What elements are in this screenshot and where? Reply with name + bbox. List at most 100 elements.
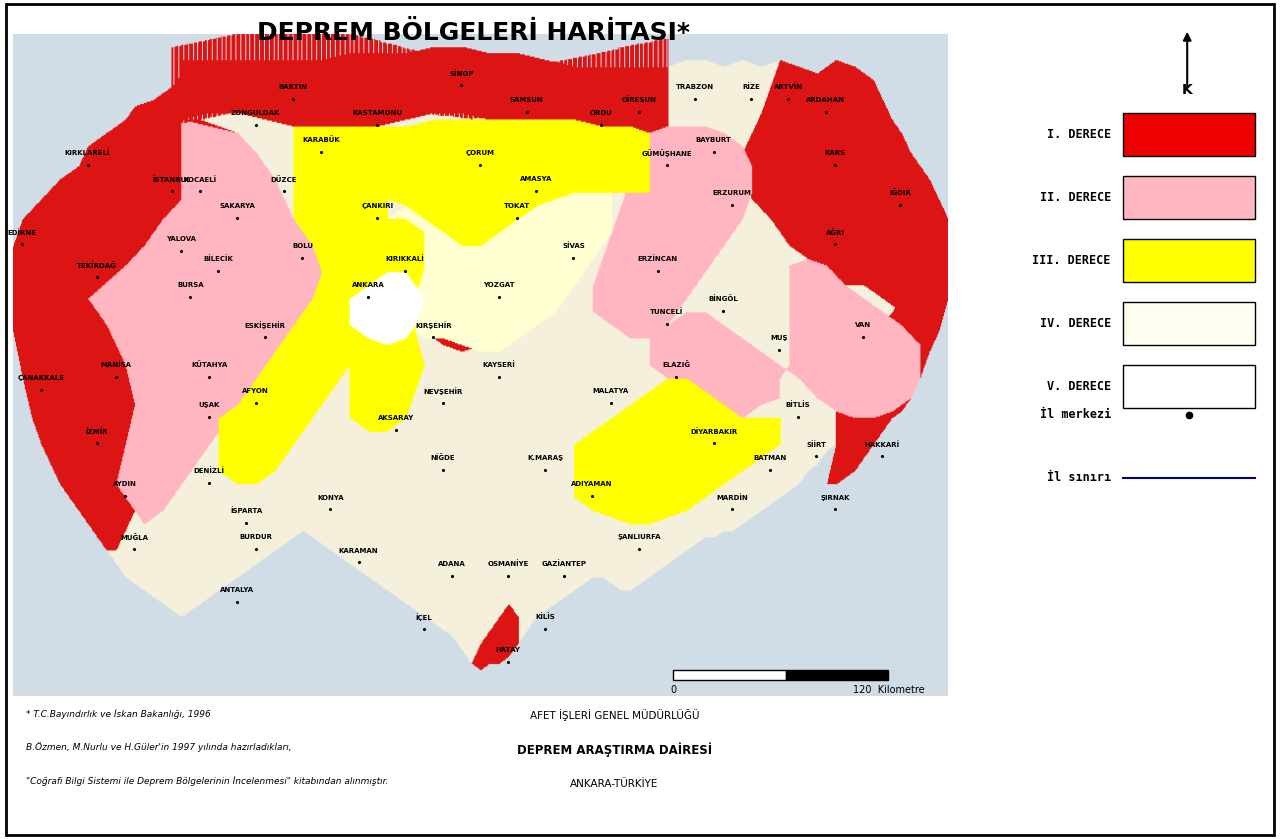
Text: EDİRNE: EDİRNE: [8, 229, 37, 236]
Text: YALOVA: YALOVA: [166, 236, 196, 242]
Text: KÜTAHYA: KÜTAHYA: [191, 362, 227, 368]
Text: 120  Kilometre: 120 Kilometre: [852, 685, 924, 696]
Bar: [1123, 176, 1256, 219]
Text: GİRESUN: GİRESUN: [621, 96, 657, 103]
Text: BİNGÖL: BİNGÖL: [708, 295, 737, 302]
Text: HATAY: HATAY: [495, 647, 521, 653]
Bar: [1123, 302, 1256, 345]
Text: DEPREM BÖLGELERİ HARİTASI*: DEPREM BÖLGELERİ HARİTASI*: [257, 21, 690, 45]
Text: SAKARYA: SAKARYA: [219, 203, 255, 209]
Text: ARDAHAN: ARDAHAN: [806, 96, 845, 103]
Bar: [786, 670, 888, 680]
Text: VAN: VAN: [855, 322, 872, 328]
Bar: [1123, 365, 1256, 408]
Text: KARABÜK: KARABÜK: [302, 136, 340, 143]
Text: MUĞLA: MUĞLA: [120, 534, 148, 541]
Text: DÜZCE: DÜZCE: [270, 176, 297, 183]
Text: AĞRI: AĞRI: [826, 229, 845, 236]
Text: TUNCELİ: TUNCELİ: [650, 309, 684, 315]
Text: KIRIKKALİ: KIRIKKALİ: [385, 255, 425, 263]
Text: ANKARA: ANKARA: [352, 283, 384, 289]
Text: III. DERECE: III. DERECE: [1033, 254, 1111, 267]
Text: ZONGULDAK: ZONGULDAK: [232, 110, 280, 116]
Text: İÇEL: İÇEL: [416, 612, 433, 621]
Text: 0: 0: [671, 685, 676, 696]
Text: NEVŞEHİR: NEVŞEHİR: [422, 388, 462, 395]
Text: GAZİANTEP: GAZİANTEP: [541, 560, 586, 567]
Text: ANKARA-TÜRKİYE: ANKARA-TÜRKİYE: [570, 779, 659, 789]
Text: ESKİŞEHİR: ESKİŞEHİR: [244, 321, 285, 329]
Text: KIRKLARELİ: KIRKLARELİ: [65, 149, 110, 156]
Text: TEKİRDAĞ: TEKİRDAĞ: [77, 262, 116, 269]
Text: İl sınırı: İl sınırı: [1047, 472, 1111, 484]
Text: İl merkezi: İl merkezi: [1039, 409, 1111, 421]
Text: SAMSUN: SAMSUN: [509, 96, 544, 103]
Text: BATMAN: BATMAN: [753, 455, 786, 461]
Text: BURDUR: BURDUR: [239, 534, 273, 540]
Text: IĞDIR: IĞDIR: [890, 189, 911, 196]
Text: K: K: [1181, 83, 1193, 97]
Bar: [1123, 239, 1256, 282]
Text: ADIYAMAN: ADIYAMAN: [571, 482, 613, 487]
Text: ERZURUM: ERZURUM: [713, 190, 751, 195]
Text: MANİSA: MANİSA: [100, 362, 131, 368]
Text: MALATYA: MALATYA: [593, 388, 628, 394]
Text: İSTANBUL: İSTANBUL: [152, 176, 191, 183]
Text: TOKAT: TOKAT: [504, 203, 530, 209]
Text: BARTIN: BARTIN: [279, 84, 307, 90]
Text: "Coğrafi Bilgi Sistemi ile Deprem Bölgelerinin İncelenmesi" kitabından alınmıştı: "Coğrafi Bilgi Sistemi ile Deprem Bölgel…: [26, 776, 388, 786]
Text: ŞIRNAK: ŞIRNAK: [820, 494, 850, 501]
Text: OSMANİYE: OSMANİYE: [488, 560, 529, 567]
Text: AMASYA: AMASYA: [520, 176, 552, 182]
Text: I. DERECE: I. DERECE: [1047, 128, 1111, 141]
Text: MUŞ: MUŞ: [771, 336, 787, 341]
Text: BİLECİK: BİLECİK: [204, 255, 233, 263]
Text: YOZGAT: YOZGAT: [483, 283, 515, 289]
Text: ADANA: ADANA: [438, 560, 466, 567]
Text: II. DERECE: II. DERECE: [1039, 191, 1111, 204]
Text: ELAZIĞ: ELAZIĞ: [662, 362, 690, 368]
Text: TRABZON: TRABZON: [676, 84, 714, 90]
Text: SİVAS: SİVAS: [562, 242, 585, 249]
Text: AKSARAY: AKSARAY: [378, 415, 413, 421]
Text: ÇANAKKALE: ÇANAKKALE: [18, 375, 64, 381]
Text: KOCAELİ: KOCAELİ: [183, 176, 216, 183]
Text: MARDİN: MARDİN: [717, 494, 749, 501]
Text: AFET İŞLERİ GENEL MÜDÜRLÜĞÜ: AFET İŞLERİ GENEL MÜDÜRLÜĞÜ: [530, 709, 699, 721]
Text: ORDU: ORDU: [590, 110, 613, 116]
Text: BURSA: BURSA: [177, 283, 204, 289]
Text: SİİRT: SİİRT: [806, 441, 827, 448]
Text: BİTLİS: BİTLİS: [786, 401, 810, 409]
Text: ANTALYA: ANTALYA: [220, 587, 255, 593]
Text: DEPREM ARAŞTIRMA DAİRESİ: DEPREM ARAŞTIRMA DAİRESİ: [517, 743, 712, 757]
Text: KARAMAN: KARAMAN: [339, 548, 379, 554]
Text: İSPARTA: İSPARTA: [230, 508, 262, 514]
Text: ERZİNCAN: ERZİNCAN: [637, 255, 677, 263]
Text: ŞANLIURFA: ŞANLIURFA: [617, 534, 660, 540]
Text: K.MARAŞ: K.MARAŞ: [527, 455, 563, 461]
Text: ÇANKIRI: ÇANKIRI: [361, 203, 393, 209]
Text: KIRŞEHİR: KIRŞEHİR: [415, 321, 452, 329]
Text: DİYARBAKIR: DİYARBAKIR: [690, 428, 737, 435]
Text: V. DERECE: V. DERECE: [1047, 380, 1111, 393]
Text: UŞAK: UŞAK: [198, 402, 220, 408]
Text: KONYA: KONYA: [317, 494, 344, 501]
Text: AYDIN: AYDIN: [113, 482, 137, 487]
Text: * T.C.Bayındırlık ve İskan Bakanlığı, 1996: * T.C.Bayındırlık ve İskan Bakanlığı, 19…: [26, 709, 210, 719]
Bar: [1123, 113, 1256, 156]
Text: HAKKARİ: HAKKARİ: [864, 441, 900, 448]
Text: SİNOP: SİNOP: [449, 70, 474, 77]
Text: IV. DERECE: IV. DERECE: [1039, 317, 1111, 330]
Text: RİZE: RİZE: [742, 83, 760, 90]
Text: ÇORUM: ÇORUM: [466, 150, 494, 156]
Text: NİĞDE: NİĞDE: [430, 454, 454, 461]
Text: KASTAMONU: KASTAMONU: [352, 110, 402, 116]
Text: ARTVİN: ARTVİN: [774, 83, 803, 90]
Bar: [673, 670, 786, 680]
Text: AFYON: AFYON: [242, 388, 269, 394]
Text: BAYBURT: BAYBURT: [695, 137, 732, 143]
Text: BOLU: BOLU: [292, 242, 314, 248]
Text: İZMİR: İZMİR: [86, 428, 108, 435]
Text: KİLİS: KİLİS: [535, 613, 556, 620]
Text: KAYSERİ: KAYSERİ: [483, 362, 515, 368]
